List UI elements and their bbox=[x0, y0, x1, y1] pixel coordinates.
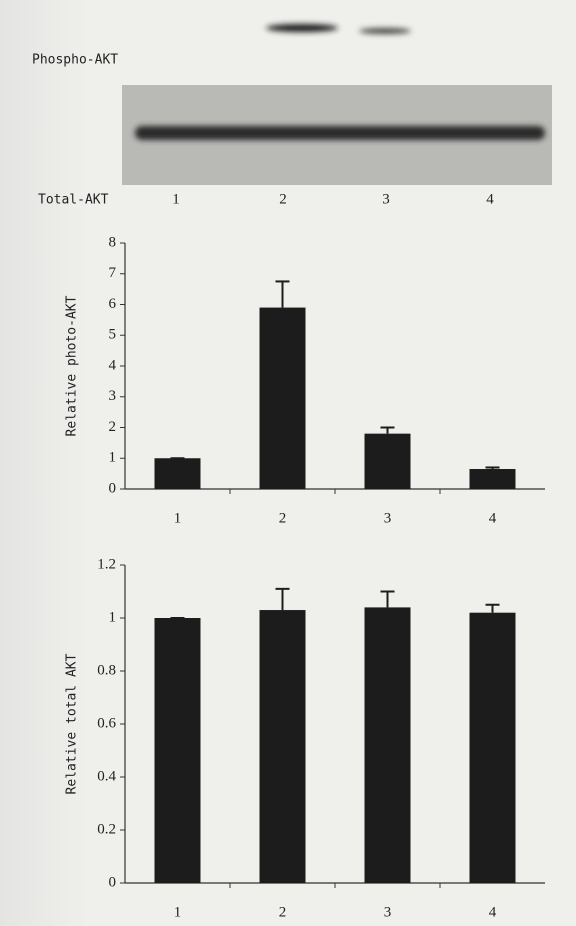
bar bbox=[470, 469, 516, 489]
lane-label: 1 bbox=[172, 191, 180, 207]
figure: Phospho-AKT Total-AKT 1 2 3 4 Relative p… bbox=[0, 0, 576, 926]
y-tick-label: 6 bbox=[109, 296, 117, 312]
x-tick-label: 4 bbox=[489, 904, 497, 920]
lane-label: 3 bbox=[382, 191, 390, 207]
blot-label: Total-AKT bbox=[38, 193, 109, 208]
y-axis-label: Relative photo-AKT bbox=[65, 295, 80, 436]
bar bbox=[155, 458, 201, 489]
y-axis-label: Relative total AKT bbox=[65, 653, 80, 794]
x-tick-label: 1 bbox=[174, 510, 182, 526]
band bbox=[359, 28, 411, 34]
bar bbox=[365, 607, 411, 883]
y-tick-label: 0.8 bbox=[97, 662, 116, 678]
y-tick-label: 7 bbox=[109, 265, 117, 281]
lane-label: 2 bbox=[279, 191, 287, 207]
lane-label: 4 bbox=[486, 191, 494, 207]
x-tick-label: 1 bbox=[174, 904, 182, 920]
band bbox=[135, 126, 545, 140]
y-tick-label: 0.2 bbox=[97, 821, 116, 837]
band bbox=[266, 24, 338, 32]
total-blot bbox=[122, 85, 552, 185]
bar bbox=[365, 434, 411, 489]
y-tick-label: 2 bbox=[109, 419, 117, 435]
y-tick-label: 4 bbox=[109, 357, 117, 373]
blot-label: Phospho-AKT bbox=[32, 53, 118, 68]
y-tick-label: 8 bbox=[109, 234, 117, 250]
y-tick-label: 0 bbox=[109, 874, 117, 890]
y-tick-label: 0 bbox=[109, 480, 117, 496]
y-tick-label: 1 bbox=[109, 450, 117, 466]
y-tick-label: 3 bbox=[109, 388, 117, 404]
bar bbox=[155, 618, 201, 883]
x-tick-label: 2 bbox=[279, 904, 287, 920]
bar bbox=[260, 308, 306, 489]
y-tick-label: 1.2 bbox=[97, 556, 116, 572]
y-tick-label: 0.6 bbox=[97, 715, 116, 731]
bar bbox=[470, 613, 516, 883]
x-tick-label: 4 bbox=[489, 510, 497, 526]
bar bbox=[260, 610, 306, 883]
y-tick-label: 5 bbox=[109, 327, 117, 343]
x-tick-label: 2 bbox=[279, 510, 287, 526]
x-tick-label: 3 bbox=[384, 904, 392, 920]
y-tick-label: 1 bbox=[109, 609, 117, 625]
y-tick-label: 0.4 bbox=[97, 768, 116, 784]
x-tick-label: 3 bbox=[384, 510, 392, 526]
